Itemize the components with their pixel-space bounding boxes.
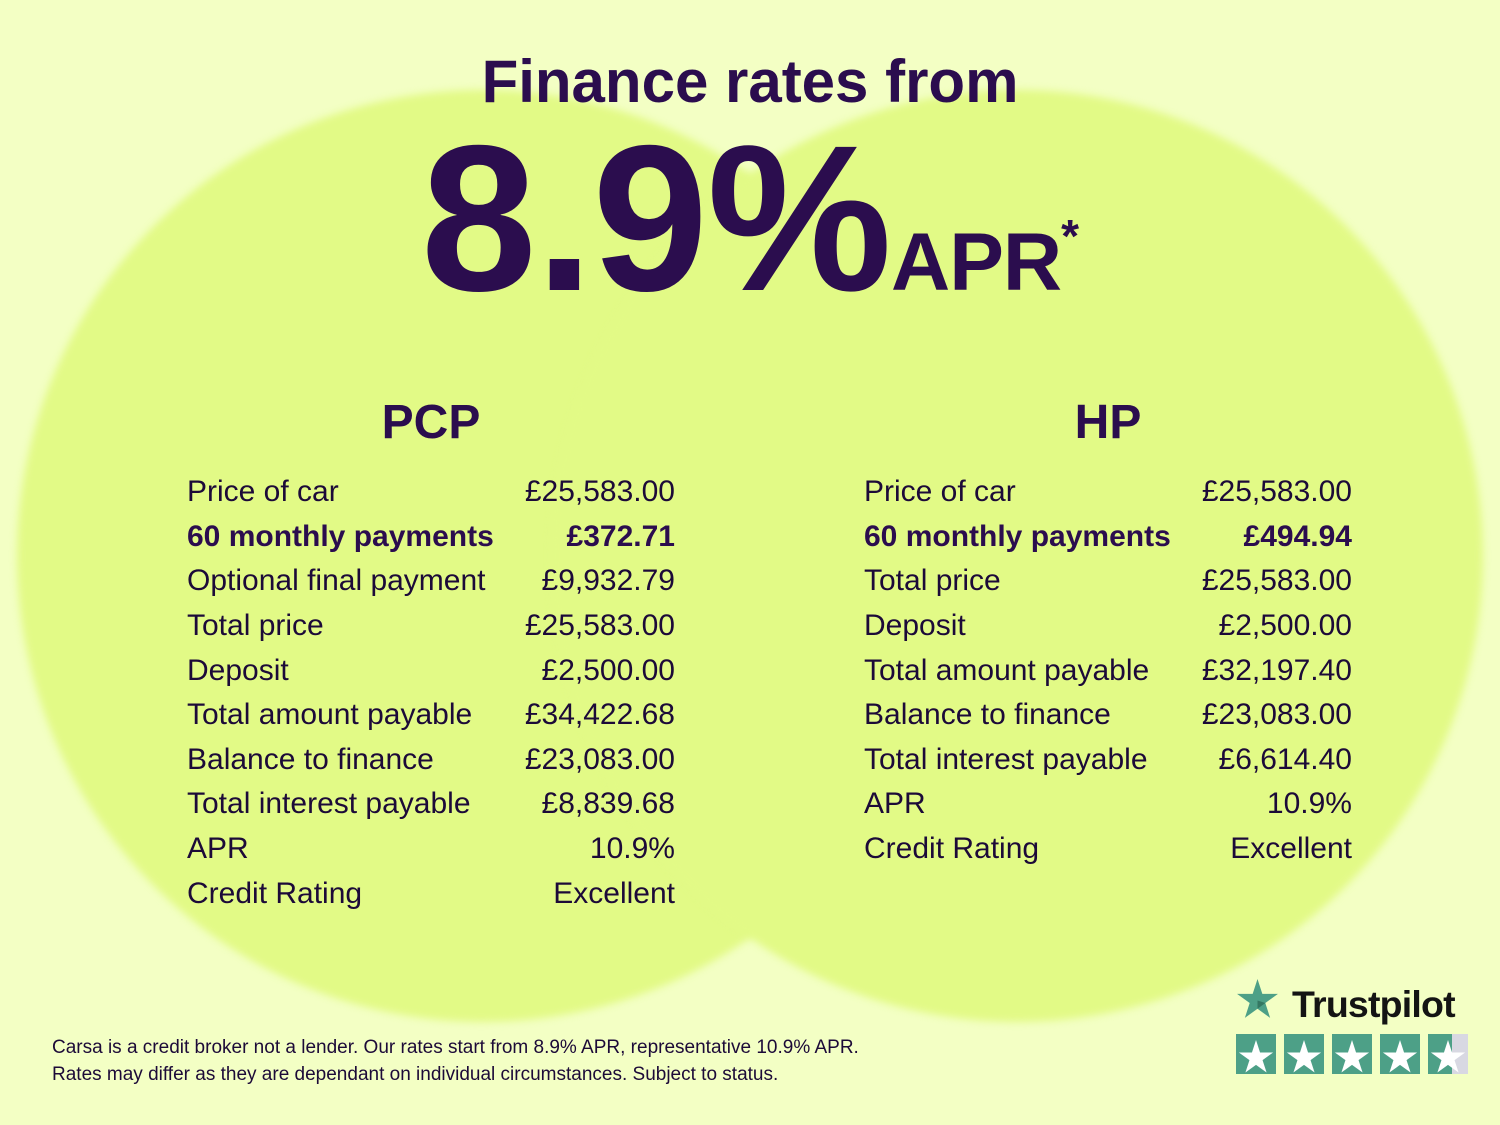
svg-text:Trustpilot: Trustpilot bbox=[1292, 983, 1456, 1025]
